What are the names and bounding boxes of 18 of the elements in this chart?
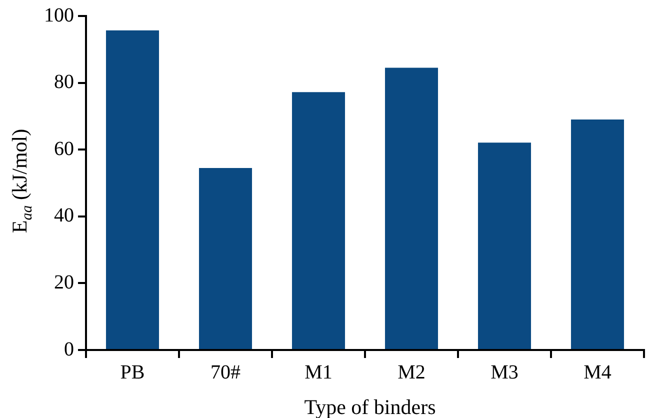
x-tick-label: M4 <box>584 361 612 384</box>
y-tick-label: 100 <box>44 4 74 26</box>
x-tick-label: M1 <box>304 361 332 384</box>
bar <box>106 30 160 349</box>
y-tick-label: 40 <box>54 204 74 227</box>
y-tick-label: 20 <box>54 271 74 294</box>
bar <box>384 68 438 349</box>
bar <box>198 168 252 349</box>
bar <box>292 92 346 349</box>
x-tick-label: M2 <box>398 361 426 384</box>
x-tick-label: PB <box>120 361 145 384</box>
y-tick-label: 80 <box>54 71 74 94</box>
x-tick-label: 70# <box>210 361 240 384</box>
x-tick-label: M3 <box>490 361 518 384</box>
y-tick-label: 60 <box>54 138 74 160</box>
bar <box>478 142 532 349</box>
y-tick-label: 0 <box>64 338 74 360</box>
bar <box>570 120 624 349</box>
